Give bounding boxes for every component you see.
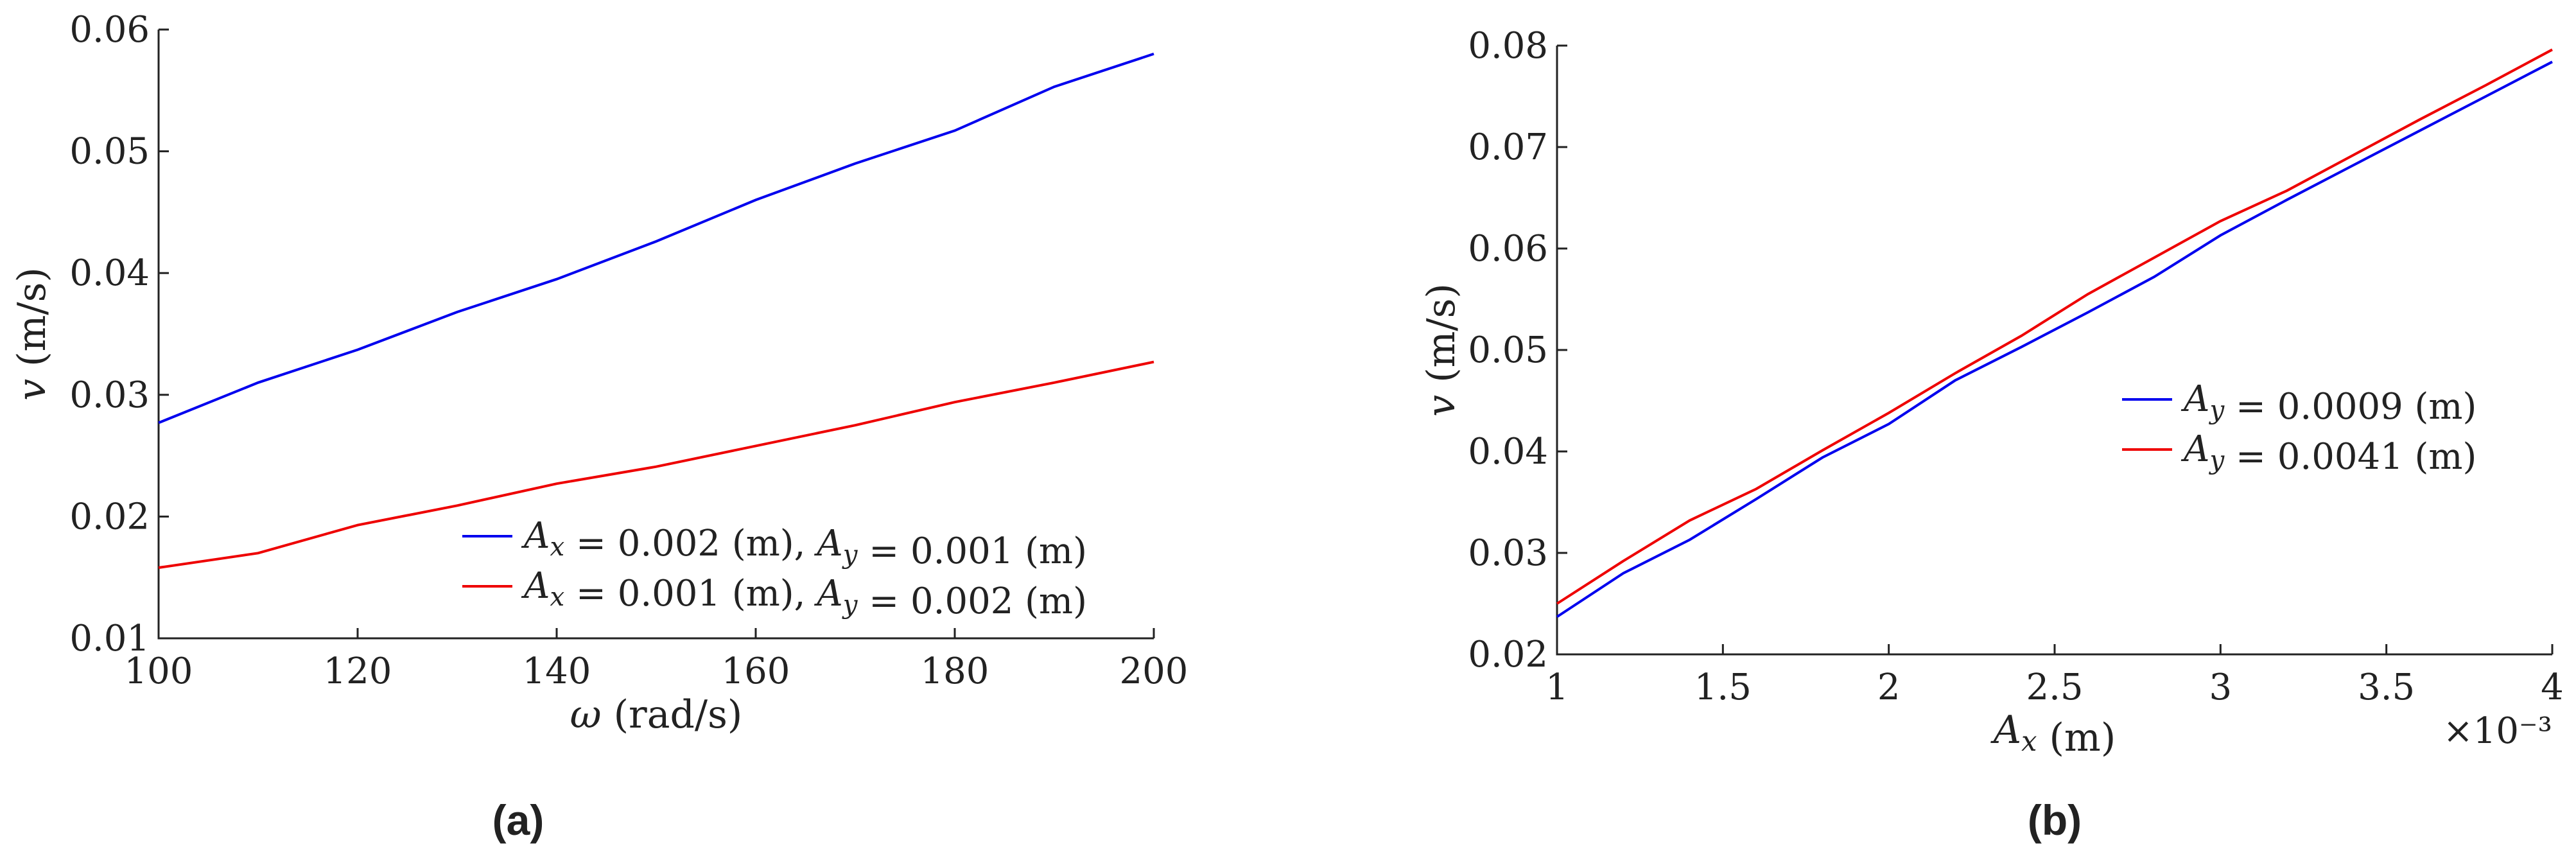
x-tick-label: 3.5 <box>2358 667 2415 708</box>
y-axis-label: v (m/s) <box>1419 283 1464 417</box>
y-tick-label: 0.03 <box>69 374 150 416</box>
x-tick-label: 1 <box>1545 667 1569 708</box>
y-tick-label: 0.08 <box>1468 25 1548 67</box>
chart-panel-b: 1 1.5 2 2.5 3 3.5 4 0.02 0.03 0.04 0.05 0.06 0.07 0.0… <box>1419 25 2564 844</box>
x-tick-label: 100 <box>125 651 193 692</box>
series-line-1 <box>1556 60 2553 618</box>
series-line-1 <box>158 53 1154 424</box>
axes-frame <box>1556 46 2552 656</box>
y-tick-label: 0.05 <box>1468 329 1548 371</box>
x-tick-label: 180 <box>921 651 989 692</box>
y-tick-label: 0.05 <box>69 131 150 173</box>
y-tick-label: 0.02 <box>1468 634 1548 676</box>
y-tick-label: 0.04 <box>1468 431 1548 473</box>
chart-panel-a: 100 120 140 160 180 200 0.01 0.02 0.03 0.04 0.05 0.… <box>10 9 1188 844</box>
y-tick-label: 0.04 <box>69 252 150 294</box>
legend-entry-2: Ay = 0.0041 (m) <box>2180 428 2476 478</box>
y-tick-label: 0.06 <box>1468 228 1548 270</box>
y-tick-label: 0.02 <box>69 496 150 537</box>
x-tick-label: 120 <box>324 651 392 692</box>
legend-entry-2: Ax = 0.001 (m), Ay = 0.002 (m) <box>521 565 1087 622</box>
y-tick-label: 0.01 <box>69 618 150 660</box>
x-tick-label: 2 <box>1877 667 1901 708</box>
x-axis-label: ω (rad/s) <box>570 692 743 737</box>
x-axis-multiplier: ×10⁻³ <box>2443 710 2552 752</box>
y-tick-label: 0.06 <box>69 9 150 51</box>
x-tick-label: 2.5 <box>2026 667 2083 708</box>
x-tick-label: 140 <box>523 651 591 692</box>
y-axis-label: v (m/s) <box>10 267 55 401</box>
series-line-2 <box>1556 48 2553 605</box>
x-tick-label: 200 <box>1120 651 1188 692</box>
legend-entry-1: Ay = 0.0009 (m) <box>2180 378 2476 428</box>
y-tick-label: 0.03 <box>1468 532 1548 574</box>
panel-label: (b) <box>2028 796 2082 844</box>
panel-label: (a) <box>492 796 544 844</box>
x-tick-label: 4 <box>2541 667 2564 708</box>
series-line-2 <box>158 360 1154 569</box>
x-axis-label: Ax (m) <box>1990 708 2116 760</box>
x-tick-label: 1.5 <box>1694 667 1752 708</box>
y-tick-label: 0.07 <box>1468 127 1548 168</box>
x-tick-label: 3 <box>2209 667 2232 708</box>
legend-entry-1: Ax = 0.002 (m), Ay = 0.001 (m) <box>521 515 1087 572</box>
x-tick-label: 160 <box>722 651 790 692</box>
